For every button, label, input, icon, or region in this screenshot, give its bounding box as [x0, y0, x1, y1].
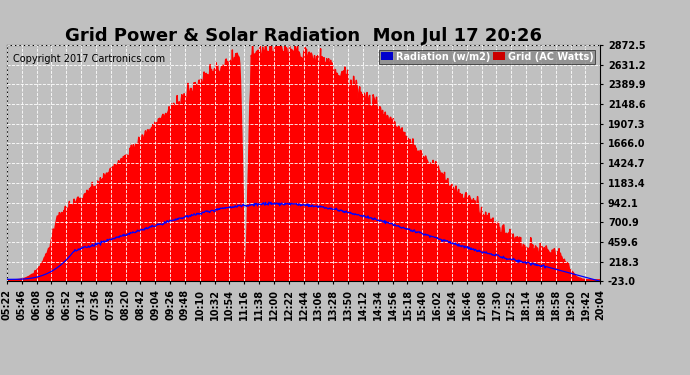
Legend: Radiation (w/m2), Grid (AC Watts): Radiation (w/m2), Grid (AC Watts) — [380, 50, 595, 64]
Text: Copyright 2017 Cartronics.com: Copyright 2017 Cartronics.com — [13, 54, 165, 64]
Title: Grid Power & Solar Radiation  Mon Jul 17 20:26: Grid Power & Solar Radiation Mon Jul 17 … — [65, 27, 542, 45]
